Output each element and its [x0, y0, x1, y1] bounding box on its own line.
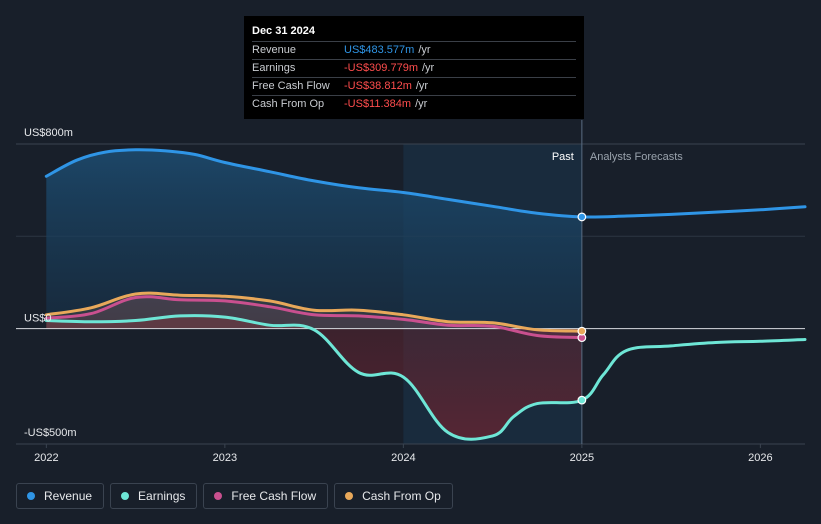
legend-item-free-cash-flow[interactable]: Free Cash Flow: [203, 483, 329, 509]
tooltip-value: US$483.577m: [344, 44, 415, 56]
tooltip-value: -US$11.384m: [344, 98, 412, 110]
legend-item-earnings[interactable]: Earnings: [110, 483, 198, 509]
tooltip-row-free-cash-flow: Free Cash Flow -US$38.812m /yr: [252, 77, 576, 95]
tooltip-label: Revenue: [252, 44, 297, 56]
free-cash-flow-dot-icon: [214, 492, 223, 500]
tooltip-row-revenue: Revenue US$483.577m /yr: [252, 41, 576, 59]
tooltip-label: Earnings: [252, 62, 296, 74]
cash-from-op-area: [46, 293, 582, 332]
tooltip: Dec 31 2024 Revenue US$483.577m /yr Earn…: [244, 16, 584, 119]
earnings-marker: [577, 395, 587, 405]
tooltip-row-cash-from-op: Cash From Op -US$11.384m /yr: [252, 95, 576, 113]
legend-label: Revenue: [44, 489, 93, 503]
legend-label: Earnings: [138, 489, 186, 503]
x-tick-label: 2023: [213, 452, 237, 464]
free-cash-flow-line: [44, 295, 584, 340]
x-tick-label: 2025: [570, 452, 594, 464]
y-tick-label: US$0: [24, 313, 52, 325]
tooltip-date: Dec 31 2024: [252, 25, 315, 37]
tooltip-row-earnings: Earnings -US$309.779m /yr: [252, 59, 576, 77]
tooltip-unit: /yr: [422, 62, 435, 74]
earnings-line: [44, 314, 807, 441]
revenue-area: [46, 149, 582, 329]
legend-item-revenue[interactable]: Revenue: [16, 483, 105, 509]
tooltip-unit: /yr: [415, 80, 429, 92]
x-tick-label: 2026: [748, 452, 772, 464]
cash-from-op-dot-icon: [345, 492, 354, 500]
tooltip-unit: /yr: [418, 44, 431, 56]
forecast-label: Analysts Forecasts: [590, 151, 683, 163]
revenue-line: [44, 148, 807, 219]
earnings-area: [46, 315, 582, 440]
tooltip-value: -US$38.812m: [344, 80, 412, 92]
legend-item-cash-from-op[interactable]: Cash From Op: [334, 483, 453, 509]
legend-label: Free Cash Flow: [231, 489, 317, 503]
revenue-dot-icon: [27, 492, 35, 500]
tooltip-unit: /yr: [415, 98, 428, 110]
y-tick-label: US$800m: [24, 127, 73, 139]
legend: Revenue Earnings Free Cash Flow Cash Fro…: [16, 483, 453, 509]
revenue-marker: [577, 212, 587, 222]
legend-label: Cash From Op: [362, 489, 441, 503]
cash-from-op-line: [44, 291, 584, 333]
past-label: Past: [552, 151, 574, 163]
tooltip-value: -US$309.779m: [344, 62, 418, 74]
earnings-dot-icon: [121, 492, 130, 500]
cash-from-op-marker: [577, 326, 587, 336]
free-cash-flow-area: [46, 296, 582, 338]
x-tick-label: 2022: [34, 452, 58, 464]
x-tick-label: 2024: [391, 452, 415, 464]
tooltip-label: Cash From Op: [252, 98, 325, 110]
y-tick-label: -US$500m: [24, 427, 77, 439]
tooltip-label: Free Cash Flow: [252, 80, 330, 92]
